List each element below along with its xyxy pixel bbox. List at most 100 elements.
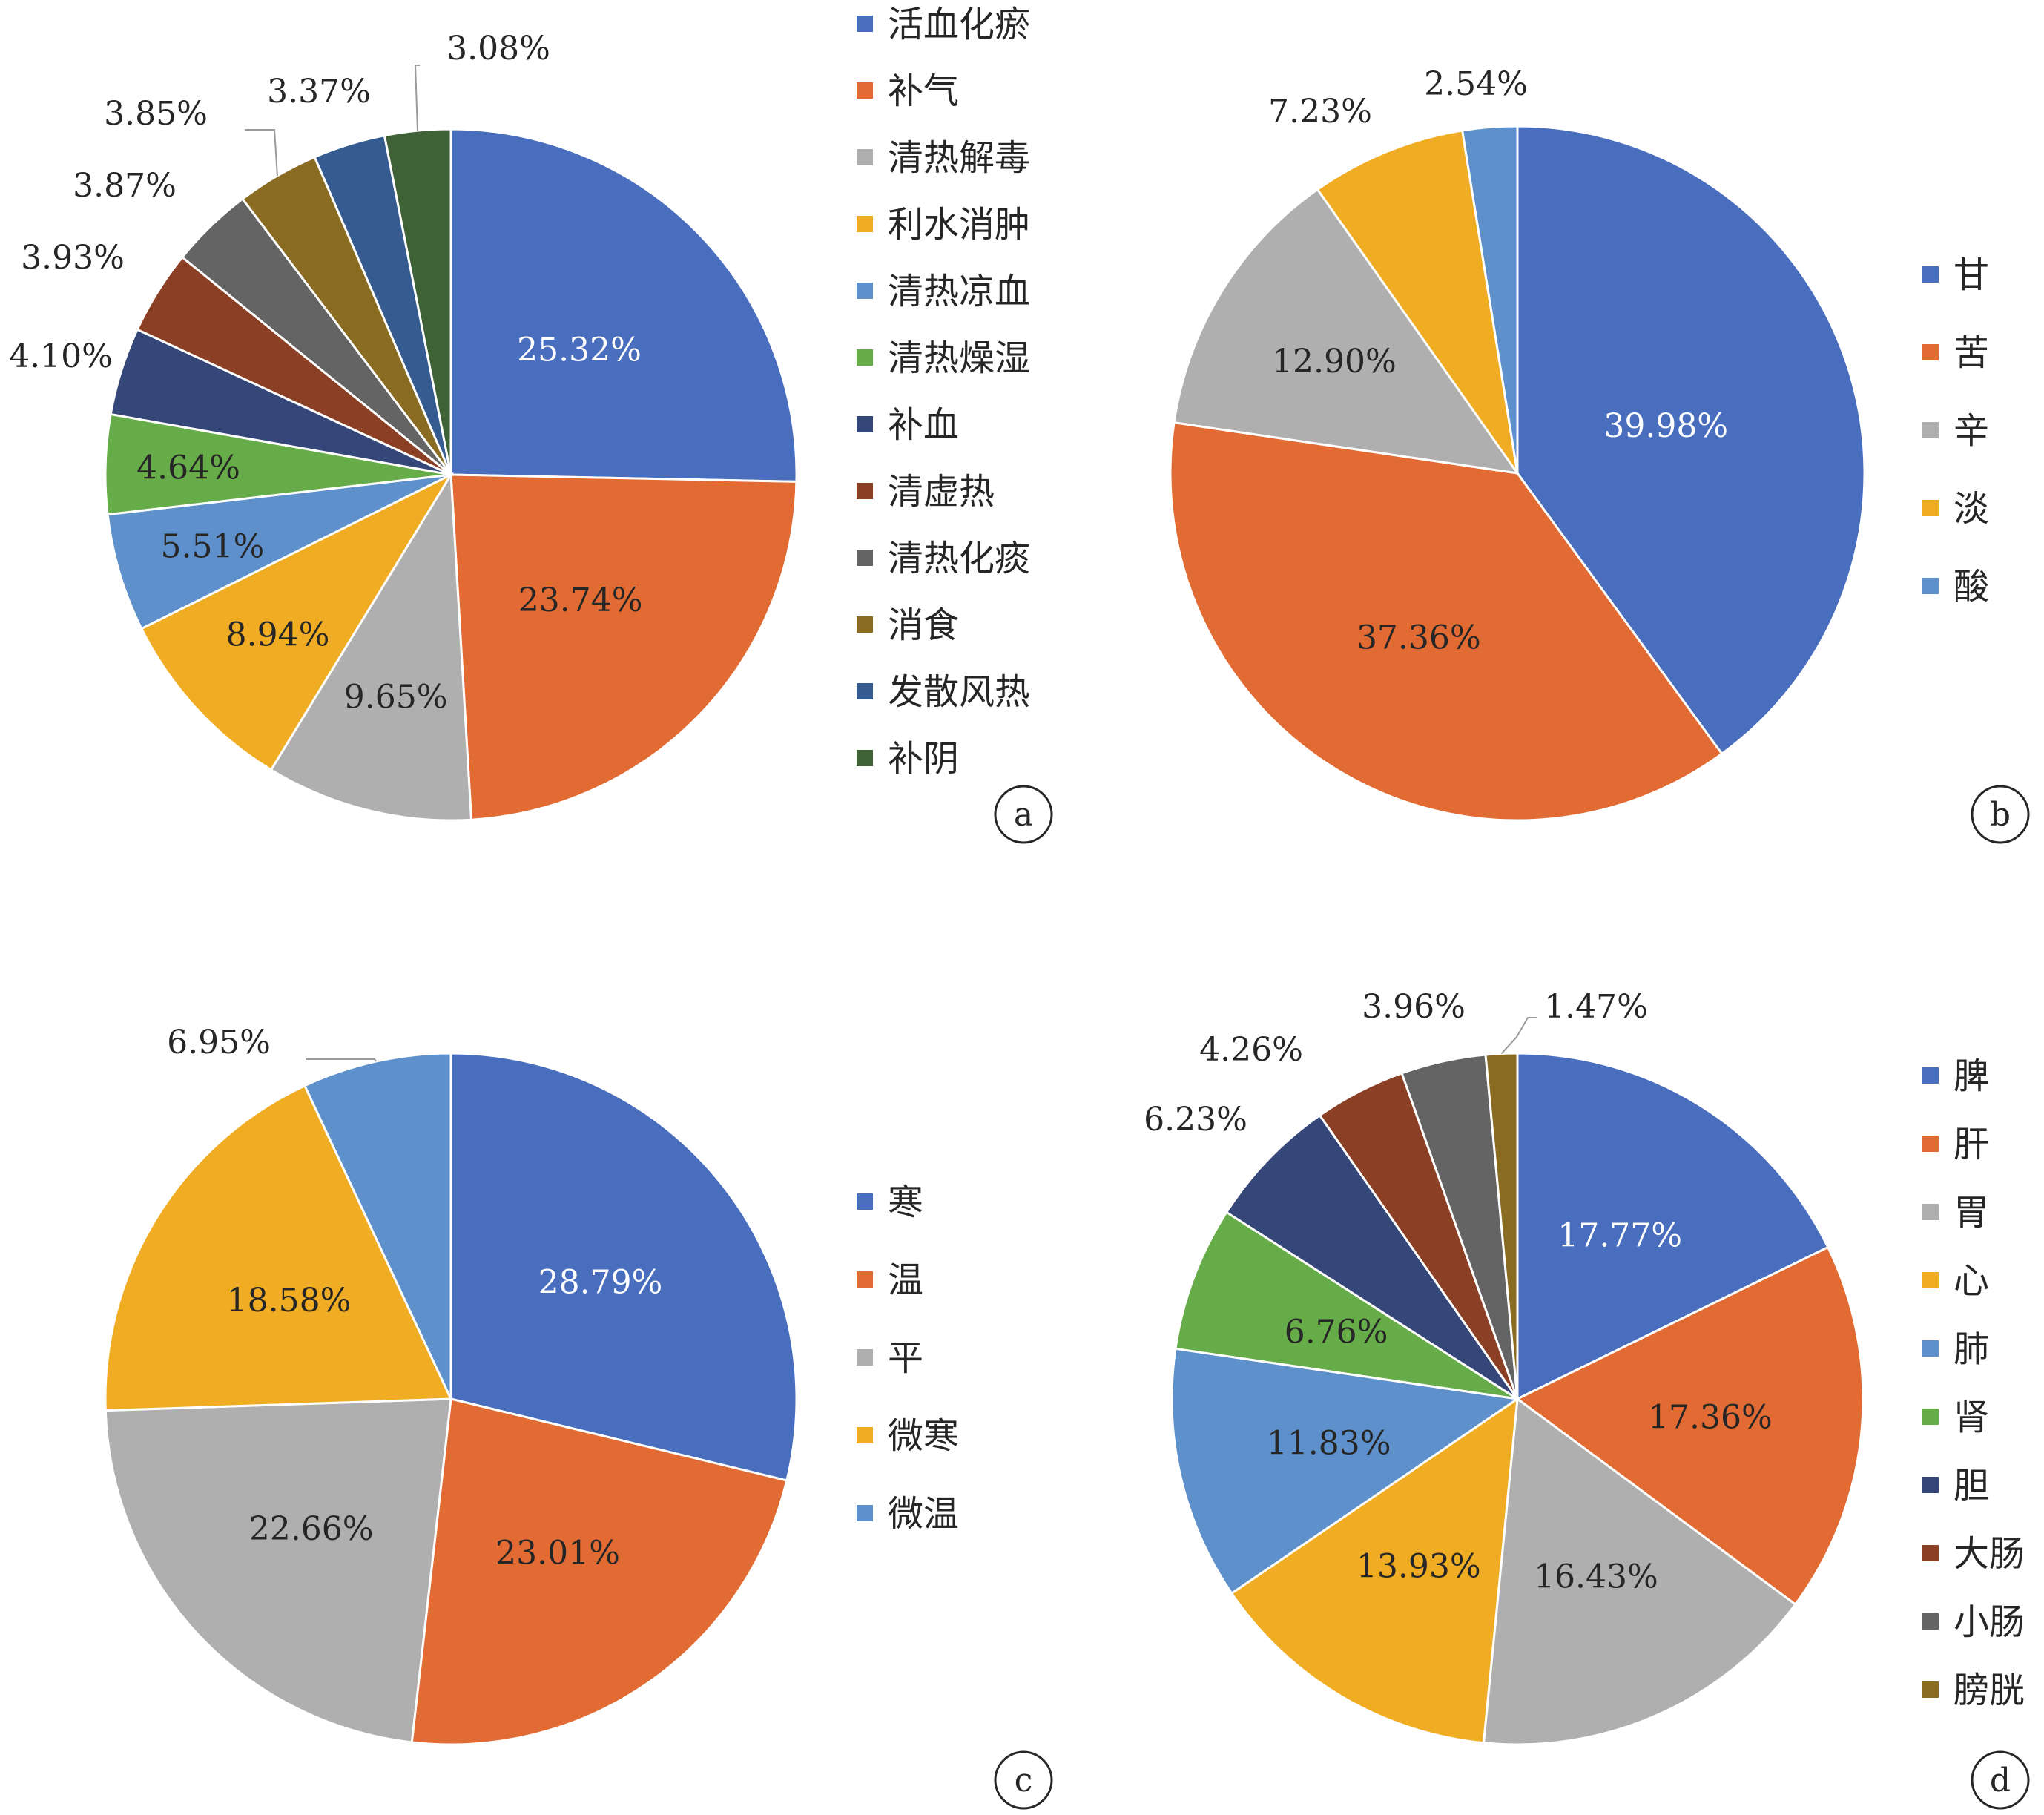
panel-tag-circle xyxy=(994,785,1053,844)
legend-label: 清热燥湿 xyxy=(888,337,1030,379)
legend-swatch xyxy=(857,683,873,699)
legend-label: 脾 xyxy=(1954,1055,1989,1097)
data-label: 6.76% xyxy=(1285,1314,1388,1351)
data-label: 4.64% xyxy=(136,449,240,487)
pie-slice xyxy=(303,1052,452,1400)
legend-swatch xyxy=(1922,1136,1939,1152)
data-label: 5.51% xyxy=(160,528,264,566)
leader-line xyxy=(306,1058,377,1062)
pie-slice xyxy=(1224,1113,1519,1400)
pie-slice xyxy=(1516,125,1866,756)
legend-label: 酸 xyxy=(1954,566,1989,607)
legend-label: 补阴 xyxy=(888,738,959,780)
data-label: 28.79% xyxy=(538,1264,663,1302)
legend-label: 膀胱 xyxy=(1954,1670,2025,1711)
legend-swatch xyxy=(857,750,873,766)
legend-label: 补气 xyxy=(888,70,959,112)
legend-label: 小肠 xyxy=(1954,1601,2025,1643)
data-label: 22.66% xyxy=(249,1510,374,1548)
data-label: 39.98% xyxy=(1603,407,1728,445)
pie-slice xyxy=(449,128,798,483)
legend-swatch xyxy=(857,1193,873,1210)
pie-slice xyxy=(1460,125,1519,474)
data-label: 4.26% xyxy=(1199,1031,1303,1069)
legend-swatch xyxy=(1922,1477,1939,1493)
pie-slice xyxy=(269,471,473,822)
legend-label: 寒 xyxy=(888,1182,923,1223)
legend-swatch xyxy=(857,149,873,165)
pie-slice xyxy=(1515,1245,1865,1607)
legend-swatch xyxy=(857,1505,873,1521)
data-label: 7.23% xyxy=(1268,93,1372,131)
panel-tag-letter: b xyxy=(1990,796,2011,834)
pie-slice xyxy=(1484,1052,1519,1400)
legend-swatch xyxy=(857,1271,873,1288)
legend-swatch xyxy=(1922,500,1939,516)
legend-swatch xyxy=(857,82,873,99)
data-label: 12.90% xyxy=(1272,343,1397,381)
legend-label: 发散风热 xyxy=(888,671,1030,713)
leader-line xyxy=(414,65,420,131)
legend-label: 肾 xyxy=(1954,1397,1989,1438)
data-label: 25.32% xyxy=(517,331,642,369)
legend-swatch xyxy=(857,1349,873,1366)
legend-label: 胆 xyxy=(1954,1465,1989,1506)
pie-slice xyxy=(410,1397,788,1746)
data-label: 17.36% xyxy=(1648,1399,1773,1437)
data-label: 1.47% xyxy=(1544,988,1648,1026)
legend-label: 平 xyxy=(888,1337,923,1379)
legend-swatch xyxy=(857,616,873,633)
data-label: 3.93% xyxy=(21,239,125,277)
legend-label: 大肠 xyxy=(1954,1533,2025,1575)
legend-swatch xyxy=(1922,1613,1939,1630)
legend-label: 消食 xyxy=(888,605,959,646)
legend-swatch xyxy=(857,416,873,432)
legend-label: 清虚热 xyxy=(888,471,995,513)
pie-slice xyxy=(106,473,452,630)
pie-slice xyxy=(104,1397,452,1744)
legend-swatch xyxy=(1922,1681,1939,1698)
data-label: 6.95% xyxy=(167,1024,271,1061)
pie-slice xyxy=(383,128,452,475)
legend-label: 心 xyxy=(1954,1260,1989,1302)
legend-label: 补血 xyxy=(888,404,959,446)
data-label: 8.94% xyxy=(226,616,330,653)
data-label: 9.65% xyxy=(344,678,448,716)
data-label: 13.93% xyxy=(1356,1547,1481,1585)
pie-slice xyxy=(1316,129,1519,474)
legend-swatch xyxy=(1922,1545,1939,1561)
legend-label: 肝 xyxy=(1954,1124,1989,1165)
data-label: 11.83% xyxy=(1267,1424,1391,1462)
data-label: 17.77% xyxy=(1557,1217,1682,1255)
panel-tag-letter: c xyxy=(1015,1762,1033,1799)
data-label: 18.58% xyxy=(227,1282,352,1320)
leader-line xyxy=(1500,1017,1537,1055)
legend-label: 清热解毒 xyxy=(888,137,1030,179)
legend-swatch xyxy=(1922,266,1939,283)
legend-swatch xyxy=(1922,1409,1939,1425)
pie-slice xyxy=(449,1052,798,1482)
panel-tag-letter: d xyxy=(1990,1762,2011,1799)
legend-swatch xyxy=(1922,1204,1939,1220)
panel-tag-circle xyxy=(1971,1750,2030,1810)
data-label: 3.96% xyxy=(1362,988,1466,1026)
legend-label: 微温 xyxy=(888,1493,959,1535)
legend-label: 温 xyxy=(888,1259,923,1301)
pie-slice xyxy=(1173,188,1520,475)
data-label: 3.85% xyxy=(104,95,208,133)
pie-slice xyxy=(1169,421,1724,822)
legend-swatch xyxy=(857,483,873,499)
legend-label: 辛 xyxy=(1954,410,1989,452)
pie-slice xyxy=(1482,1397,1797,1746)
legend-swatch xyxy=(1922,578,1939,594)
data-label: 2.54% xyxy=(1424,65,1528,103)
legend-label: 活血化瘀 xyxy=(888,4,1030,45)
pie-slice xyxy=(1170,1347,1521,1595)
pie-chart-a: 25.32% 23.74% 9.65% 8.94% 5.51% 4.64% 4.10% 3.9… xyxy=(9,4,1053,844)
data-label: 23.74% xyxy=(518,582,643,619)
legend-label: 清热凉血 xyxy=(888,271,1030,312)
